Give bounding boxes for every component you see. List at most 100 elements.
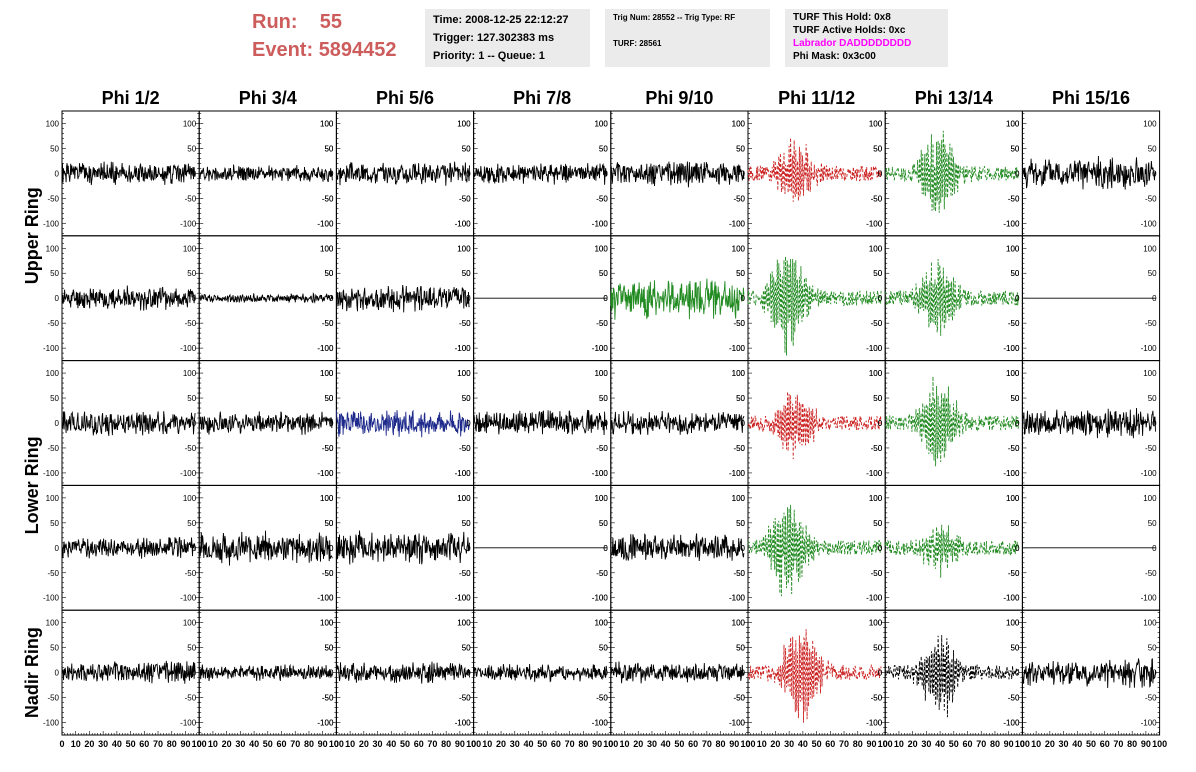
- y-tick-label: -50: [596, 694, 608, 703]
- y-tick-label: 100: [869, 119, 883, 128]
- y-tick-label: -50: [871, 194, 883, 203]
- y-tick-label: -50: [459, 444, 471, 453]
- y-tick-label: 50: [599, 269, 608, 278]
- y-tick-label: -100: [592, 344, 609, 353]
- y-tick-label: 100: [320, 244, 334, 253]
- y-tick-label: 50: [1148, 394, 1157, 403]
- y-tick-label: 0: [1152, 419, 1157, 428]
- y-tick-label: -100: [866, 469, 883, 478]
- y-tick-label: 50: [324, 269, 333, 278]
- y-tick-label: 100: [457, 494, 471, 503]
- y-tick-label: 50: [599, 644, 608, 653]
- y-tick-label: 100: [1006, 619, 1020, 628]
- y-tick-label: -100: [592, 219, 609, 228]
- x-tick-label: 10: [345, 739, 355, 749]
- y-tick-label: 50: [599, 519, 608, 528]
- y-tick-label: 0: [741, 169, 746, 178]
- y-tick-label: 100: [46, 619, 60, 628]
- y-tick-label: -50: [322, 319, 334, 328]
- y-tick-label: 100: [1143, 119, 1157, 128]
- y-tick-label: -50: [1008, 444, 1020, 453]
- column-header: Phi 7/8: [513, 88, 571, 108]
- ring-label: Lower Ring: [22, 436, 42, 534]
- y-tick-label: 50: [1010, 644, 1019, 653]
- x-tick-label: 60: [688, 739, 698, 749]
- x-tick-label: 40: [386, 739, 396, 749]
- y-tick-label: 50: [1010, 394, 1019, 403]
- y-tick-label: 50: [1010, 394, 1019, 403]
- waveform-trace: [61, 285, 196, 311]
- y-tick-label: 100: [457, 244, 471, 253]
- y-tick-label: 100: [869, 369, 883, 378]
- x-tick-label: 20: [633, 739, 643, 749]
- column-header: Phi 15/16: [1052, 88, 1130, 108]
- y-tick-label: -100: [455, 469, 472, 478]
- waveform-trace: [335, 661, 470, 684]
- y-tick-label: 100: [320, 369, 334, 378]
- y-tick-label: -50: [47, 194, 59, 203]
- y-tick-label: 0: [603, 169, 608, 178]
- y-tick-label: 0: [603, 294, 608, 303]
- y-tick-label: -100: [729, 469, 746, 478]
- y-tick-label: -100: [317, 219, 334, 228]
- y-tick-label: -50: [322, 444, 334, 453]
- y-tick-label: 100: [594, 369, 608, 378]
- x-tick-label: 90: [1004, 739, 1014, 749]
- run-row: Run: 55: [252, 8, 397, 36]
- y-tick-label: 50: [599, 269, 608, 278]
- y-tick-label: -100: [1141, 719, 1158, 728]
- x-tick-label: 10: [71, 739, 81, 749]
- x-tick-label: 90: [592, 739, 602, 749]
- y-tick-label: -100: [180, 594, 197, 603]
- x-tick-label: 100: [1152, 739, 1167, 749]
- x-tick-label: 30: [373, 739, 383, 749]
- x-tick-label: 30: [647, 739, 657, 749]
- y-tick-label: -100: [317, 344, 334, 353]
- y-tick-label: 50: [873, 519, 882, 528]
- y-tick-label: -100: [1141, 344, 1158, 353]
- x-tick-label: 50: [674, 739, 684, 749]
- y-tick-label: -50: [459, 569, 471, 578]
- y-tick-label: 0: [55, 669, 60, 678]
- y-tick-label: 0: [1015, 169, 1020, 178]
- y-tick-label: 50: [1148, 519, 1157, 528]
- x-tick-label: 100: [603, 739, 618, 749]
- x-tick-label: 30: [235, 739, 245, 749]
- y-tick-label: -100: [1003, 469, 1020, 478]
- x-tick-label: 60: [139, 739, 149, 749]
- x-tick-label: 50: [263, 739, 273, 749]
- y-tick-label: 50: [324, 394, 333, 403]
- y-tick-label: 100: [594, 494, 608, 503]
- y-tick-label: -100: [455, 219, 472, 228]
- y-tick-label: 0: [55, 544, 60, 553]
- y-tick-label: 50: [873, 394, 882, 403]
- y-tick-label: 0: [741, 544, 746, 553]
- x-tick-label: 30: [1059, 739, 1069, 749]
- x-tick-label: 20: [84, 739, 94, 749]
- y-tick-label: 0: [878, 169, 883, 178]
- y-tick-label: 0: [1015, 544, 1020, 553]
- y-tick-label: 0: [192, 419, 197, 428]
- x-tick-label: 70: [976, 739, 986, 749]
- y-tick-label: -100: [317, 219, 334, 228]
- y-tick-label: -50: [459, 194, 471, 203]
- y-tick-label: 50: [1010, 269, 1019, 278]
- y-tick-label: 100: [1143, 244, 1157, 253]
- y-tick-label: -50: [322, 569, 334, 578]
- y-tick-label: -100: [729, 344, 746, 353]
- y-tick-label: 0: [878, 419, 883, 428]
- x-tick-label: 70: [427, 739, 437, 749]
- y-tick-label: 0: [466, 294, 471, 303]
- y-tick-label: -50: [1145, 319, 1157, 328]
- y-tick-label: 50: [736, 519, 745, 528]
- x-tick-label: 0: [59, 739, 64, 749]
- y-tick-label: 50: [324, 644, 333, 653]
- x-tick-label: 60: [963, 739, 973, 749]
- x-tick-label: 80: [304, 739, 314, 749]
- y-tick-label: 50: [462, 644, 471, 653]
- x-tick-label: 60: [1100, 739, 1110, 749]
- run-event-block: Run: 55 Event: 5894452: [252, 8, 397, 64]
- priority-text: Priority: 1 -- Queue: 1: [433, 50, 545, 62]
- waveform-trace: [473, 409, 608, 436]
- x-tick-label: 100: [878, 739, 893, 749]
